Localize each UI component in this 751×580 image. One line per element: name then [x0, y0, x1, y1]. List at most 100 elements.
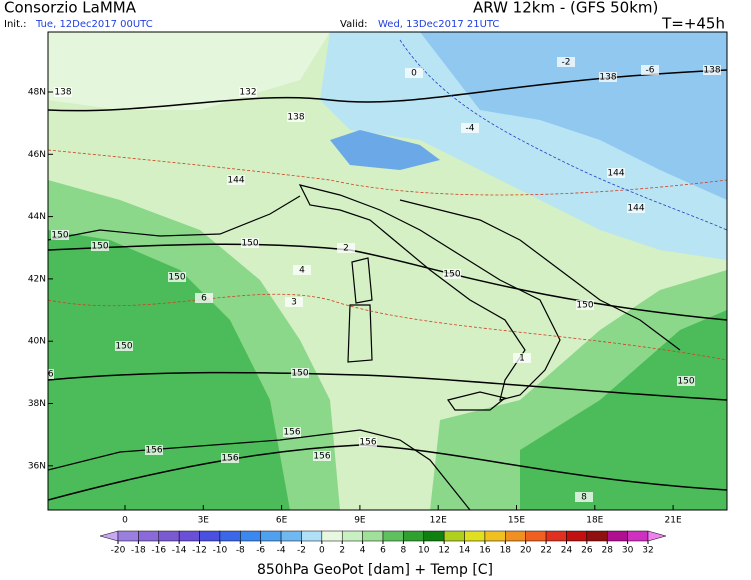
model-title: ARW 12km - (GFS 50km)	[473, 0, 658, 17]
colorbar-over	[647, 530, 667, 542]
contour-label-box	[575, 492, 593, 502]
mild-region	[48, 32, 330, 110]
contour-label: 8	[581, 493, 587, 503]
colorbar-label: 12	[438, 546, 449, 556]
contour-label: 144	[627, 204, 644, 214]
longitude-label: 6E	[276, 516, 288, 526]
colorbar-label: 2	[339, 546, 345, 556]
contour-label: 6	[201, 294, 207, 304]
contour-label-box	[91, 241, 109, 251]
contour-label: 156	[221, 454, 238, 464]
colorbar-label: 18	[500, 546, 512, 556]
colorbar-label: 16	[479, 546, 491, 556]
colorbar-box	[362, 530, 384, 542]
temperature-contour	[399, 39, 727, 231]
temperature-contour	[48, 149, 727, 196]
latitude-label: 46N	[28, 150, 46, 160]
contour-label: 156	[283, 428, 300, 438]
contour-label-box	[221, 453, 239, 463]
lead-time: T=+45h	[661, 15, 725, 33]
colorbar-label: 24	[561, 546, 573, 556]
init-label: Init.:	[4, 19, 27, 30]
colorbar-label: 8	[401, 546, 407, 556]
colorbar-label: -6	[256, 546, 265, 556]
colorbar-box	[505, 530, 526, 542]
latitude-label: 42N	[28, 274, 46, 284]
contour-label-box	[443, 269, 461, 279]
contour-label-box	[145, 445, 163, 455]
colorbar-box	[219, 530, 241, 542]
longitude-label: 3E	[198, 516, 210, 526]
colorbar-label: -14	[172, 546, 187, 556]
longitude-label: 9E	[354, 516, 366, 526]
init-time: Tue, 12Dec2017 00UTC	[35, 19, 153, 30]
contour-label: 156	[313, 452, 330, 462]
contour-label: 150	[291, 369, 308, 379]
contour-label: 138	[54, 88, 71, 98]
contour-label-box	[337, 243, 355, 253]
latitude-label: 48N	[28, 88, 46, 98]
contour-label-box	[168, 272, 186, 282]
colorbar-label: 22	[540, 546, 551, 556]
latitude-label: 44N	[28, 212, 46, 222]
contour-label: 150	[241, 239, 258, 249]
contour-label-box	[576, 300, 594, 310]
colorbar-box	[443, 530, 465, 542]
longitude-label: 12E	[430, 516, 447, 526]
colorbar-label: 6	[380, 546, 386, 556]
contour-label-box	[313, 451, 331, 461]
colorbar-under	[99, 530, 119, 542]
geopotential-contour	[48, 69, 727, 112]
longitude-label: 0	[122, 516, 128, 526]
colorbar-box	[382, 530, 404, 542]
colorbar-label: 4	[360, 546, 366, 556]
cold-region	[330, 130, 440, 170]
colorbar-label: -8	[236, 546, 245, 556]
colorbar-box	[545, 530, 567, 542]
colorbar-label: -2	[297, 546, 306, 556]
contour-label: 138	[703, 66, 720, 76]
contour-label-box	[641, 65, 659, 75]
contour-label-box	[239, 87, 257, 97]
valid-time: Wed, 13Dec2017 21UTC	[378, 19, 499, 30]
colorbar-box	[464, 530, 486, 542]
contour-label: 156	[145, 446, 162, 456]
contour-label: -4	[466, 124, 475, 134]
contour-label-box	[607, 168, 625, 178]
colorbar-box	[301, 530, 323, 542]
geopotential-contour	[48, 371, 727, 401]
coastline	[347, 257, 373, 363]
contour-label: 150	[51, 231, 68, 241]
colorbar-box	[484, 530, 506, 542]
contour-label-box	[599, 72, 617, 82]
contour-label-box	[48, 369, 54, 379]
colorbar-box	[280, 530, 302, 542]
colorbar: -20 -18 -16 -14 -12 -10 -8 -6 -4 -2 0 2 4 6 8 10 12 14 16 1…	[99, 530, 667, 556]
longitude-label: 18E	[586, 516, 603, 526]
contour-label-box	[513, 353, 531, 363]
colorbar-label: -20	[111, 546, 126, 556]
map-frame	[47, 31, 728, 511]
coastline	[48, 195, 471, 510]
contour-label-box	[293, 265, 311, 275]
contour-label: 156	[36, 370, 53, 380]
contour-label-box	[677, 376, 695, 386]
contour-label-box	[241, 238, 259, 248]
contour-label: 138	[599, 73, 616, 83]
colorbar-box	[423, 530, 445, 542]
latitude-label: 38N	[28, 399, 46, 409]
contour-label: -6	[646, 66, 655, 76]
colorbar-label: 0	[319, 546, 325, 556]
colorbar-label: 26	[581, 546, 593, 556]
colorbar-box	[158, 530, 180, 542]
colorbar-box	[321, 530, 343, 542]
contour-label: -2	[562, 58, 571, 68]
contour-label: 4	[299, 266, 305, 276]
contour-label-box	[291, 368, 309, 378]
warm-region	[520, 310, 727, 510]
colorbar-label: 28	[602, 546, 614, 556]
colorbar-label: 10	[418, 546, 430, 556]
longitude-label: 21E	[665, 516, 682, 526]
